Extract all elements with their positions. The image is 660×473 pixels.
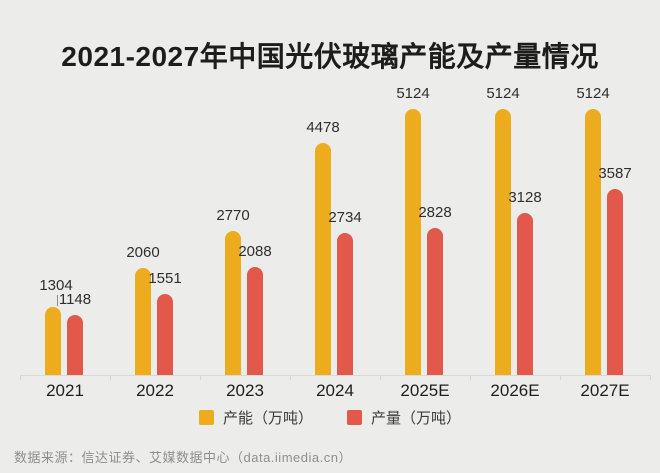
x-axis-tick	[650, 375, 651, 380]
x-axis-label-2026E: 2026E	[490, 381, 540, 400]
value-label-capacity-2026E: 5124	[486, 85, 520, 102]
value-label-output-2022: 1551	[148, 270, 182, 287]
bar-output-2026E	[517, 213, 533, 375]
value-label-capacity-2027E: 5124	[576, 85, 610, 102]
value-label-output-2023: 2088	[238, 243, 272, 260]
bar-output-2021	[67, 315, 83, 375]
value-label-capacity-2023: 2770	[216, 207, 250, 224]
x-axis-label-2023: 2023	[226, 381, 264, 400]
x-axis-tick	[110, 375, 111, 380]
legend-item-output: 产量（万吨）	[347, 407, 461, 428]
bar-capacity-2022	[135, 268, 151, 375]
bar-capacity-2023	[225, 231, 241, 375]
x-axis-label-2024: 2024	[316, 381, 354, 400]
bar-output-2025E	[427, 228, 443, 375]
x-axis-line	[20, 375, 650, 376]
legend-item-capacity: 产能（万吨）	[198, 407, 313, 428]
bar-output-2023	[247, 267, 263, 375]
bar-capacity-2026E	[495, 109, 511, 375]
x-axis-tick	[290, 375, 291, 380]
bar-capacity-2027E	[585, 109, 601, 375]
x-axis-label-2021: 2021	[46, 381, 84, 400]
bar-capacity-2021	[45, 307, 61, 375]
bar-output-2022	[157, 294, 173, 375]
x-axis-tick	[380, 375, 381, 380]
x-axis-tick	[200, 375, 201, 380]
plot-area: 1304 1148 2021 2060 1551 2022 2770 2088 2023 4478…	[20, 0, 651, 400]
label-leader-line	[57, 295, 58, 306]
bar-capacity-2025E	[405, 109, 421, 375]
output-swatch-icon	[347, 410, 362, 425]
x-axis-tick	[20, 375, 21, 380]
value-label-output-2024: 2734	[328, 209, 362, 226]
chart-title: 2021-2027年中国光伏玻璃产能及产量情况	[61, 40, 599, 72]
x-axis-tick	[470, 375, 471, 380]
x-axis-label-2025E: 2025E	[400, 381, 450, 400]
legend-label-capacity: 产能（万吨）	[222, 410, 313, 427]
legend-label-output: 产量（万吨）	[371, 410, 462, 427]
data-source-note: 数据来源：信达证券、艾媒数据中心（data.iimedia.cn）	[14, 450, 352, 465]
value-label-output-2026E: 3128	[508, 189, 542, 206]
value-label-output-2025E: 2828	[418, 204, 452, 221]
bar-output-2024	[337, 233, 353, 375]
bar-output-2027E	[607, 189, 623, 375]
x-axis-label-2022: 2022	[136, 381, 174, 400]
value-label-capacity-2024: 4478	[306, 119, 340, 136]
value-label-capacity-2021: 1304	[39, 277, 73, 294]
x-axis-tick	[560, 375, 561, 380]
value-label-output-2021: 1148	[58, 291, 92, 308]
bar-capacity-2024	[315, 143, 331, 375]
x-axis-label-2027E: 2027E	[580, 381, 630, 400]
value-label-output-2027E: 3587	[598, 165, 632, 182]
legend: 产能（万吨） 产量（万吨）	[0, 407, 660, 428]
value-label-capacity-2022: 2060	[126, 244, 160, 261]
capacity-swatch-icon	[198, 410, 214, 425]
value-label-capacity-2025E: 5124	[396, 85, 430, 102]
